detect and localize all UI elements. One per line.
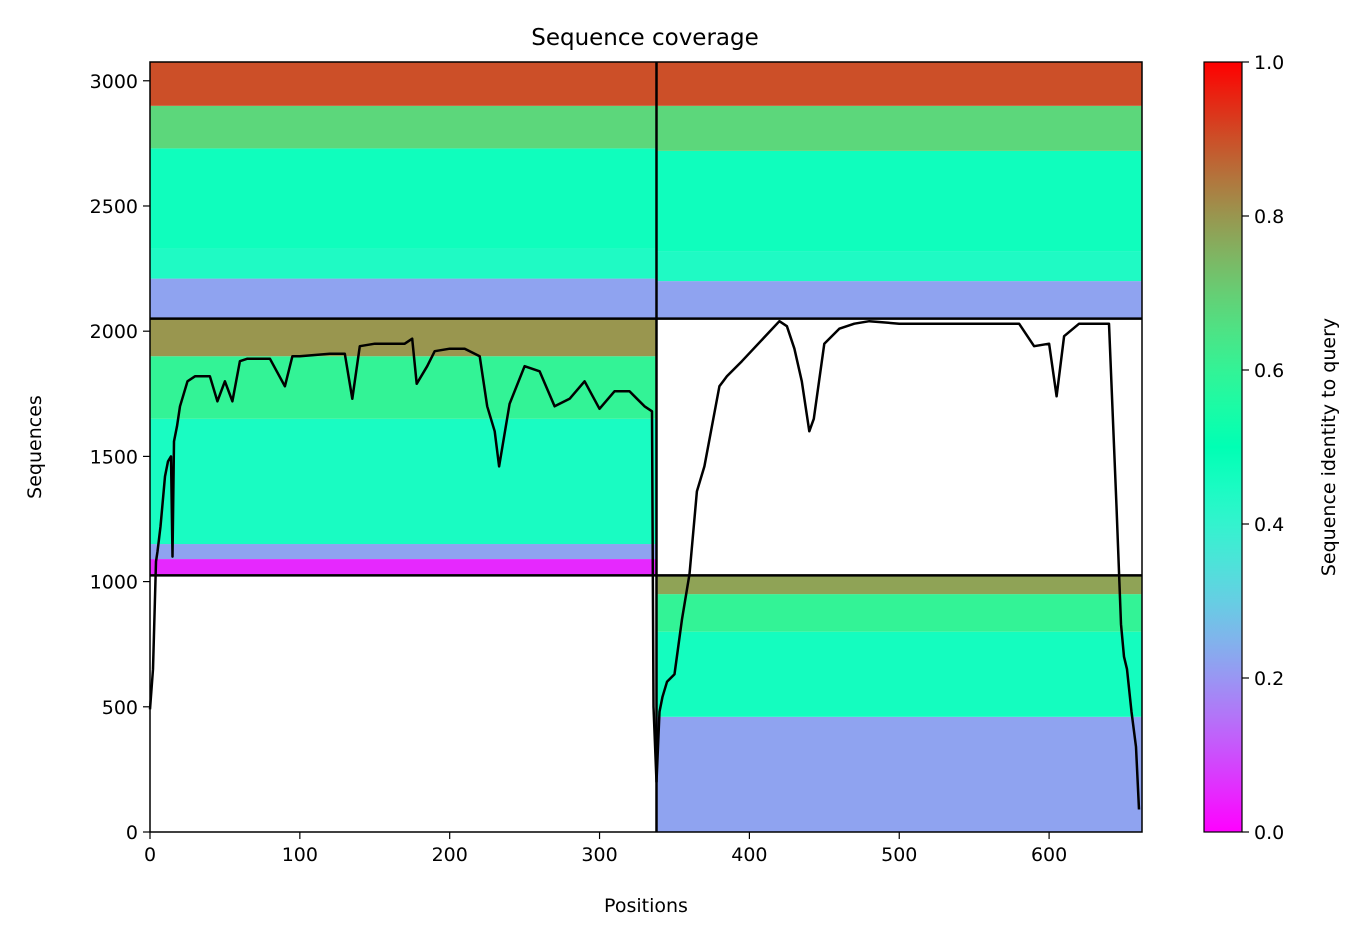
y-tick-label: 1000: [90, 572, 138, 594]
colorbar-tick-label: 0.2: [1254, 668, 1284, 690]
heatmap-band: [150, 318, 657, 357]
heatmap-band: [150, 62, 657, 106]
heatmap-band: [656, 716, 1142, 832]
y-axis-label: Sequences: [24, 395, 46, 499]
heatmap-band: [656, 251, 1142, 282]
heatmap-band: [150, 418, 657, 545]
heatmap-band: [656, 105, 1142, 151]
x-axis-label: Positions: [604, 895, 688, 917]
heatmap-band: [150, 278, 657, 319]
heatmap-band: [656, 62, 1142, 106]
y-axis: 0 500 1000 1500 2000 2500 3000: [90, 71, 150, 844]
coverage-heatmap: [150, 62, 1142, 832]
x-axis: 0 100 200 300 400 500 600: [144, 832, 1067, 866]
chart-title: Sequence coverage: [531, 25, 759, 51]
heatmap-band: [150, 544, 657, 560]
x-tick-label: 100: [282, 844, 318, 866]
y-tick-label: 2000: [90, 321, 138, 343]
colorbar-tick-label: 0.6: [1254, 360, 1284, 382]
heatmap-band: [150, 148, 657, 249]
heatmap-band: [150, 559, 657, 576]
y-tick-label: 1500: [90, 446, 138, 468]
x-tick-label: 300: [581, 844, 617, 866]
heatmap-band: [150, 105, 657, 149]
plot-frame: [149, 61, 1143, 833]
y-tick-label: 500: [102, 697, 138, 719]
colorbar-tick-label: 0.4: [1254, 514, 1284, 536]
colorbar-tick-label: 1.0: [1254, 52, 1284, 74]
y-tick-label: 3000: [90, 71, 138, 93]
colorbar: [1203, 61, 1243, 833]
heatmap-band: [656, 594, 1142, 632]
coverage-line: [148, 319, 1141, 810]
colorbar-label: Sequence identity to query: [1318, 318, 1340, 576]
x-tick-label: 400: [731, 844, 767, 866]
block-dividers: [150, 62, 1142, 832]
heatmap-band: [656, 150, 1142, 252]
y-tick-label: 0: [126, 822, 138, 844]
heatmap-band: [656, 631, 1142, 717]
heatmap-band: [150, 248, 657, 279]
x-tick-label: 600: [1031, 844, 1067, 866]
y-tick-label: 2500: [90, 196, 138, 218]
x-tick-label: 0: [144, 844, 156, 866]
colorbar-tick-label: 0.8: [1254, 206, 1284, 228]
heatmap-band: [656, 281, 1142, 319]
x-tick-label: 200: [432, 844, 468, 866]
colorbar-ticks: 0.0 0.2 0.4 0.6 0.8 1.0: [1242, 52, 1284, 844]
colorbar-tick-label: 0.0: [1254, 822, 1284, 844]
x-tick-label: 500: [881, 844, 917, 866]
heatmap-band: [656, 575, 1142, 595]
coverage-line-layer: [148, 319, 1141, 810]
